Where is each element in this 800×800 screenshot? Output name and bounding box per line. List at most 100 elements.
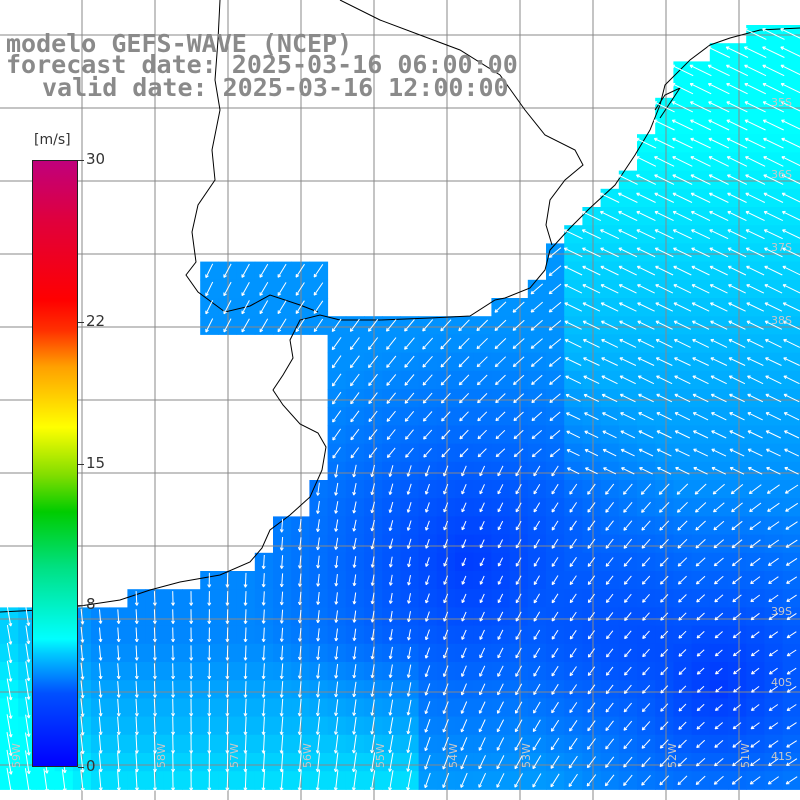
- wind-arrow: [605, 756, 615, 768]
- wind-arrow: [352, 501, 357, 514]
- wind-arrow: [334, 699, 339, 716]
- wind-arrow: [404, 410, 415, 422]
- wind-arrow: [443, 539, 449, 549]
- wind-arrow: [729, 448, 745, 457]
- wind-arrow: [605, 593, 614, 603]
- wind-arrow: [548, 338, 562, 349]
- wind-arrow: [599, 210, 620, 222]
- wind-arrow: [134, 681, 139, 698]
- wind-arrow: [638, 448, 654, 457]
- wind-arrow: [261, 770, 266, 791]
- wind-arrow: [333, 716, 339, 735]
- longitude-label: 55W: [374, 743, 387, 768]
- wind-arrow: [496, 755, 505, 770]
- wind-arrow: [98, 609, 103, 624]
- wind-arrow: [569, 720, 578, 732]
- wind-arrow: [515, 683, 523, 696]
- wind-arrow: [297, 752, 302, 773]
- wind-arrow: [497, 484, 504, 495]
- wind-arrow: [171, 591, 175, 606]
- wind-arrow: [603, 467, 617, 475]
- wind-arrow: [424, 483, 430, 495]
- wind-arrow: [424, 772, 431, 789]
- wind-arrow: [750, 612, 760, 621]
- wind-arrow: [461, 665, 467, 677]
- wind-arrow: [786, 667, 797, 675]
- wind-arrow: [422, 319, 434, 332]
- wind-arrow: [654, 192, 675, 203]
- colorbar-tick-mark: [78, 767, 84, 768]
- wind-arrow: [564, 357, 582, 366]
- wind-arrow: [388, 592, 393, 604]
- wind-arrow: [386, 355, 397, 368]
- wind-arrow: [678, 612, 687, 621]
- wind-arrow: [116, 645, 121, 661]
- wind-arrow: [259, 282, 269, 296]
- wind-arrow: [513, 448, 524, 458]
- wind-arrow: [780, 64, 800, 76]
- wind-arrow: [479, 629, 485, 640]
- wind-arrow: [750, 649, 760, 657]
- wind-arrow: [532, 773, 542, 788]
- wind-arrow: [710, 357, 728, 366]
- wind-arrow: [442, 683, 449, 696]
- wind-arrow: [43, 768, 49, 793]
- wind-arrow: [623, 702, 632, 713]
- wind-arrow: [750, 722, 760, 730]
- wind-arrow: [352, 537, 357, 550]
- wind-arrow: [637, 320, 655, 330]
- wind-arrow: [690, 156, 711, 167]
- wind-arrow: [763, 137, 784, 149]
- wind-arrow: [655, 320, 673, 330]
- wind-arrow: [764, 302, 783, 312]
- wind-arrow: [241, 281, 250, 297]
- wind-arrow: [207, 572, 212, 588]
- wind-arrow: [599, 192, 620, 203]
- wind-arrow: [587, 612, 596, 622]
- wind-arrow: [636, 192, 656, 203]
- wind-arrow: [693, 448, 709, 457]
- wind-arrow: [660, 667, 669, 676]
- wind-arrow: [152, 591, 157, 606]
- wind-arrow: [405, 447, 414, 458]
- wind-arrow: [189, 645, 194, 661]
- wind-arrow: [659, 739, 669, 749]
- wind-arrow: [6, 768, 13, 793]
- wind-arrow: [726, 83, 748, 95]
- wind-arrow: [676, 501, 688, 513]
- wind-arrow: [440, 356, 452, 368]
- wind-arrow: [442, 737, 449, 751]
- wind-arrow: [334, 537, 339, 550]
- wind-arrow: [587, 557, 596, 567]
- wind-arrow: [531, 430, 543, 440]
- wind-arrow: [442, 665, 449, 677]
- wind-arrow: [515, 557, 522, 567]
- wind-arrow: [606, 630, 614, 640]
- wind-arrow: [581, 229, 601, 240]
- wind-arrow: [189, 663, 194, 680]
- wind-arrow: [783, 375, 800, 385]
- wind-arrow: [563, 247, 583, 258]
- wind-arrow: [713, 520, 725, 531]
- wind-arrow: [316, 610, 321, 624]
- wind-arrow: [6, 642, 13, 664]
- wind-arrow: [569, 648, 577, 658]
- colorbar-tick-mark: [78, 605, 84, 607]
- wind-arrow: [207, 716, 212, 735]
- wind-arrow: [350, 392, 360, 405]
- wind-arrow: [25, 679, 31, 700]
- wind-arrow: [565, 412, 581, 421]
- wind-arrow: [134, 716, 139, 735]
- wind-arrow: [550, 773, 560, 788]
- wind-arrow: [316, 573, 321, 587]
- wind-arrow: [781, 137, 800, 148]
- wind-arrow: [708, 174, 729, 185]
- wind-arrow: [352, 464, 357, 478]
- wind-arrow: [25, 696, 31, 719]
- wind-arrow: [605, 666, 614, 676]
- wind-arrow: [61, 769, 67, 792]
- wind-arrow: [727, 192, 747, 203]
- wind-arrow: [727, 247, 747, 258]
- wind-arrow: [548, 265, 562, 277]
- wind-arrow: [600, 320, 619, 330]
